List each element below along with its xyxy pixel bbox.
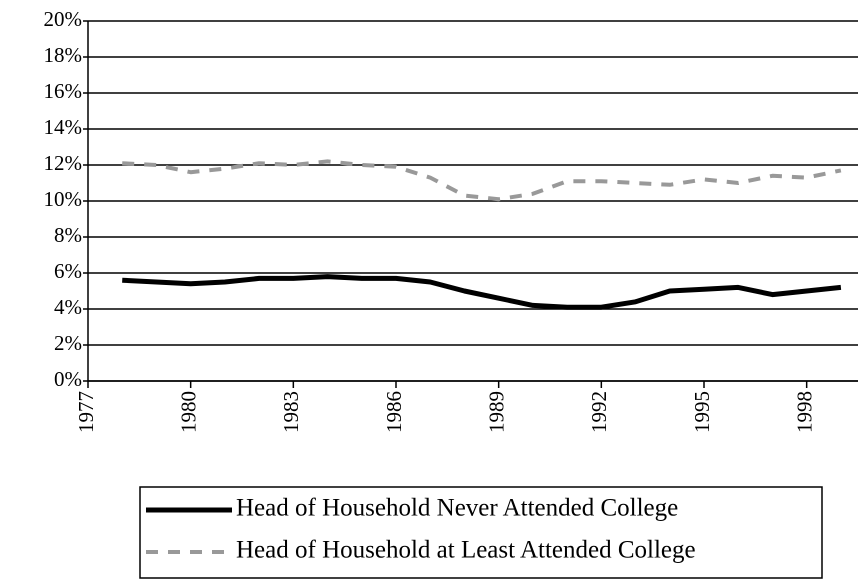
x-tick-label: 1998	[792, 391, 816, 433]
x-tick-label: 1989	[484, 391, 508, 433]
y-tick-label: 14%	[44, 115, 83, 139]
x-tick-label: 1986	[382, 391, 406, 433]
y-tick-label: 6%	[54, 259, 82, 283]
y-tick-label: 2%	[54, 331, 82, 355]
y-tick-label: 18%	[44, 43, 83, 67]
x-tick-label: 1983	[279, 391, 303, 433]
series-line	[122, 274, 842, 310]
y-tick-label: 20%	[44, 7, 83, 31]
legend-label: Head of Household Never Attended College	[236, 495, 678, 522]
y-tick-label: 4%	[54, 295, 82, 319]
y-tick-label: 8%	[54, 223, 82, 247]
y-tick-label: 12%	[44, 151, 83, 175]
y-tick-label: 10%	[44, 187, 83, 211]
x-tick-label: 1977	[74, 391, 98, 433]
x-tick-label: 1992	[587, 391, 611, 433]
x-tick-label: 1995	[690, 391, 714, 433]
legend-box	[139, 486, 823, 579]
y-tick-label: 0%	[54, 367, 82, 391]
x-tick-label: 1980	[176, 391, 200, 433]
legend-label: Head of Household at Least Attended Coll…	[236, 537, 696, 564]
y-tick-label: 16%	[44, 79, 83, 103]
series-line	[122, 159, 842, 202]
